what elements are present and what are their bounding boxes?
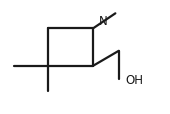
Text: OH: OH: [125, 73, 143, 86]
Text: N: N: [98, 15, 107, 28]
